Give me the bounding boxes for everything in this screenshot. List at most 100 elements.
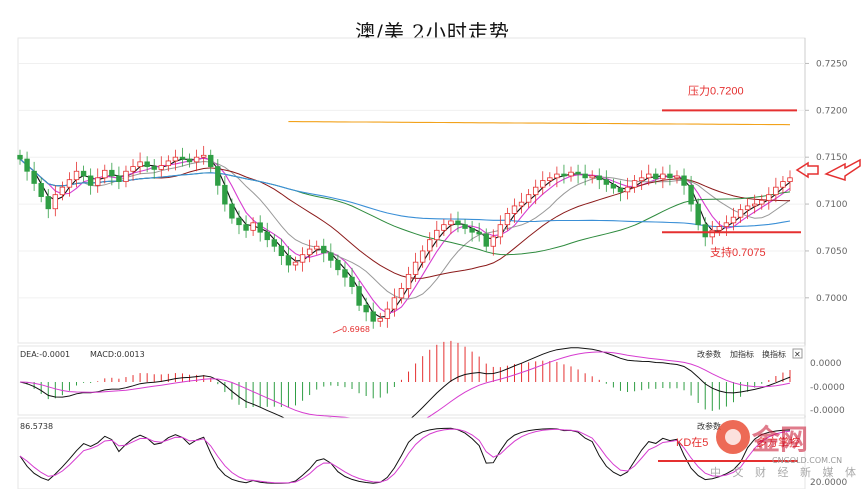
candle-body	[264, 231, 270, 241]
candle-body	[631, 180, 638, 188]
low-marker-label: 0.6968	[342, 325, 370, 334]
y-tick-label: 0.7200	[816, 106, 848, 116]
candle-body	[476, 231, 482, 235]
candle-body	[766, 194, 772, 201]
candle-body	[158, 165, 164, 170]
brand-watermark: 金网	[751, 423, 808, 456]
candle-body	[208, 154, 214, 167]
candle-body	[412, 261, 419, 275]
macd-panel	[17, 345, 806, 416]
candle-body	[24, 158, 30, 172]
candle-body	[17, 154, 23, 160]
candle-body	[646, 173, 652, 179]
d-line	[19, 428, 791, 484]
candle-body	[257, 222, 263, 233]
candle-body	[73, 170, 80, 181]
candle-body	[80, 170, 87, 177]
candle-body	[328, 252, 334, 261]
candle-body	[271, 239, 278, 247]
y-tick-label: 0.7100	[816, 200, 848, 210]
candle-body	[285, 255, 292, 266]
support-label: 支持0.7075	[710, 245, 766, 259]
candle-body	[186, 158, 193, 163]
candle-body	[299, 254, 306, 263]
candle-body	[483, 233, 489, 247]
candle-body	[321, 245, 327, 254]
candle-body	[434, 229, 440, 241]
candle-body	[667, 173, 673, 179]
candle-body	[377, 318, 383, 322]
candle-body	[441, 224, 447, 231]
ma-line	[19, 158, 791, 300]
candle-body	[610, 183, 617, 189]
candle-body	[547, 177, 553, 182]
candle-body	[744, 205, 751, 211]
candle-body	[95, 177, 101, 186]
arrow-right-large-icon	[824, 158, 861, 182]
arrow-right-icon	[795, 161, 819, 179]
candle-body	[448, 220, 454, 226]
candle-body	[688, 184, 694, 205]
resistance-label: 压力0.7200	[688, 84, 744, 97]
candle-body	[554, 173, 560, 179]
candle-body	[589, 175, 595, 179]
candle-body	[702, 224, 708, 238]
ma-line	[19, 158, 791, 228]
switch-indicator-button[interactable]: 换指标	[762, 349, 786, 359]
candle-body	[250, 222, 256, 231]
candle-body	[427, 239, 433, 252]
candle-body	[525, 194, 532, 203]
kd-annotation-end: 多方掌控	[756, 435, 800, 449]
candle-body	[653, 173, 659, 180]
candle-body	[222, 184, 228, 205]
candle-body	[681, 175, 687, 186]
candle-body	[335, 259, 341, 271]
candle-body	[59, 186, 66, 196]
macd-tick-1: -0.0000	[810, 383, 845, 393]
candle-body	[561, 173, 567, 177]
candle-body	[751, 203, 758, 207]
y-tick-label: 0.7000	[816, 294, 848, 304]
candle-body	[243, 224, 249, 231]
dea-label: DEA:-0.0001	[20, 350, 70, 359]
candle-body	[384, 308, 391, 319]
candle-body	[200, 154, 207, 158]
close-icon-frame[interactable]	[792, 348, 803, 359]
candle-body	[455, 220, 461, 226]
candle-body	[462, 224, 468, 229]
y-tick-label: 0.7150	[816, 153, 848, 163]
candle-body	[363, 304, 369, 313]
candle-body	[603, 179, 610, 185]
edit-params-button[interactable]: 改参数	[697, 349, 721, 359]
candle-body	[617, 187, 624, 193]
candle-body	[490, 236, 497, 247]
candle-body	[165, 160, 172, 167]
candle-body	[695, 203, 701, 226]
candle-body	[398, 288, 405, 299]
y-tick-label: 0.7250	[816, 59, 848, 69]
candle-body	[151, 166, 157, 170]
candle-body	[236, 217, 242, 226]
candle-body	[87, 175, 94, 186]
candle-body	[405, 273, 412, 289]
candle-body	[469, 228, 475, 233]
candle-body	[419, 250, 426, 263]
kd-panel	[17, 417, 806, 489]
candle-body	[229, 203, 235, 219]
candle-body	[709, 229, 715, 238]
candle-body	[674, 175, 680, 179]
candle-body	[130, 166, 136, 172]
candle-body	[759, 199, 765, 205]
candle-body	[278, 245, 285, 257]
candle-body	[787, 177, 793, 182]
kd-value-label: 86.5738	[20, 422, 53, 431]
edit-params-button-kd[interactable]: 改参数	[697, 421, 721, 431]
candle-body	[532, 186, 539, 196]
brand-domain: CNGOLD.COM.CN	[772, 456, 842, 465]
candle-body	[504, 213, 511, 226]
add-indicator-button[interactable]: 加指标	[730, 349, 754, 359]
candle-body	[306, 248, 313, 256]
close-icon[interactable]: ✕	[794, 350, 801, 359]
candle-body	[575, 171, 581, 175]
candle-body	[31, 170, 37, 184]
